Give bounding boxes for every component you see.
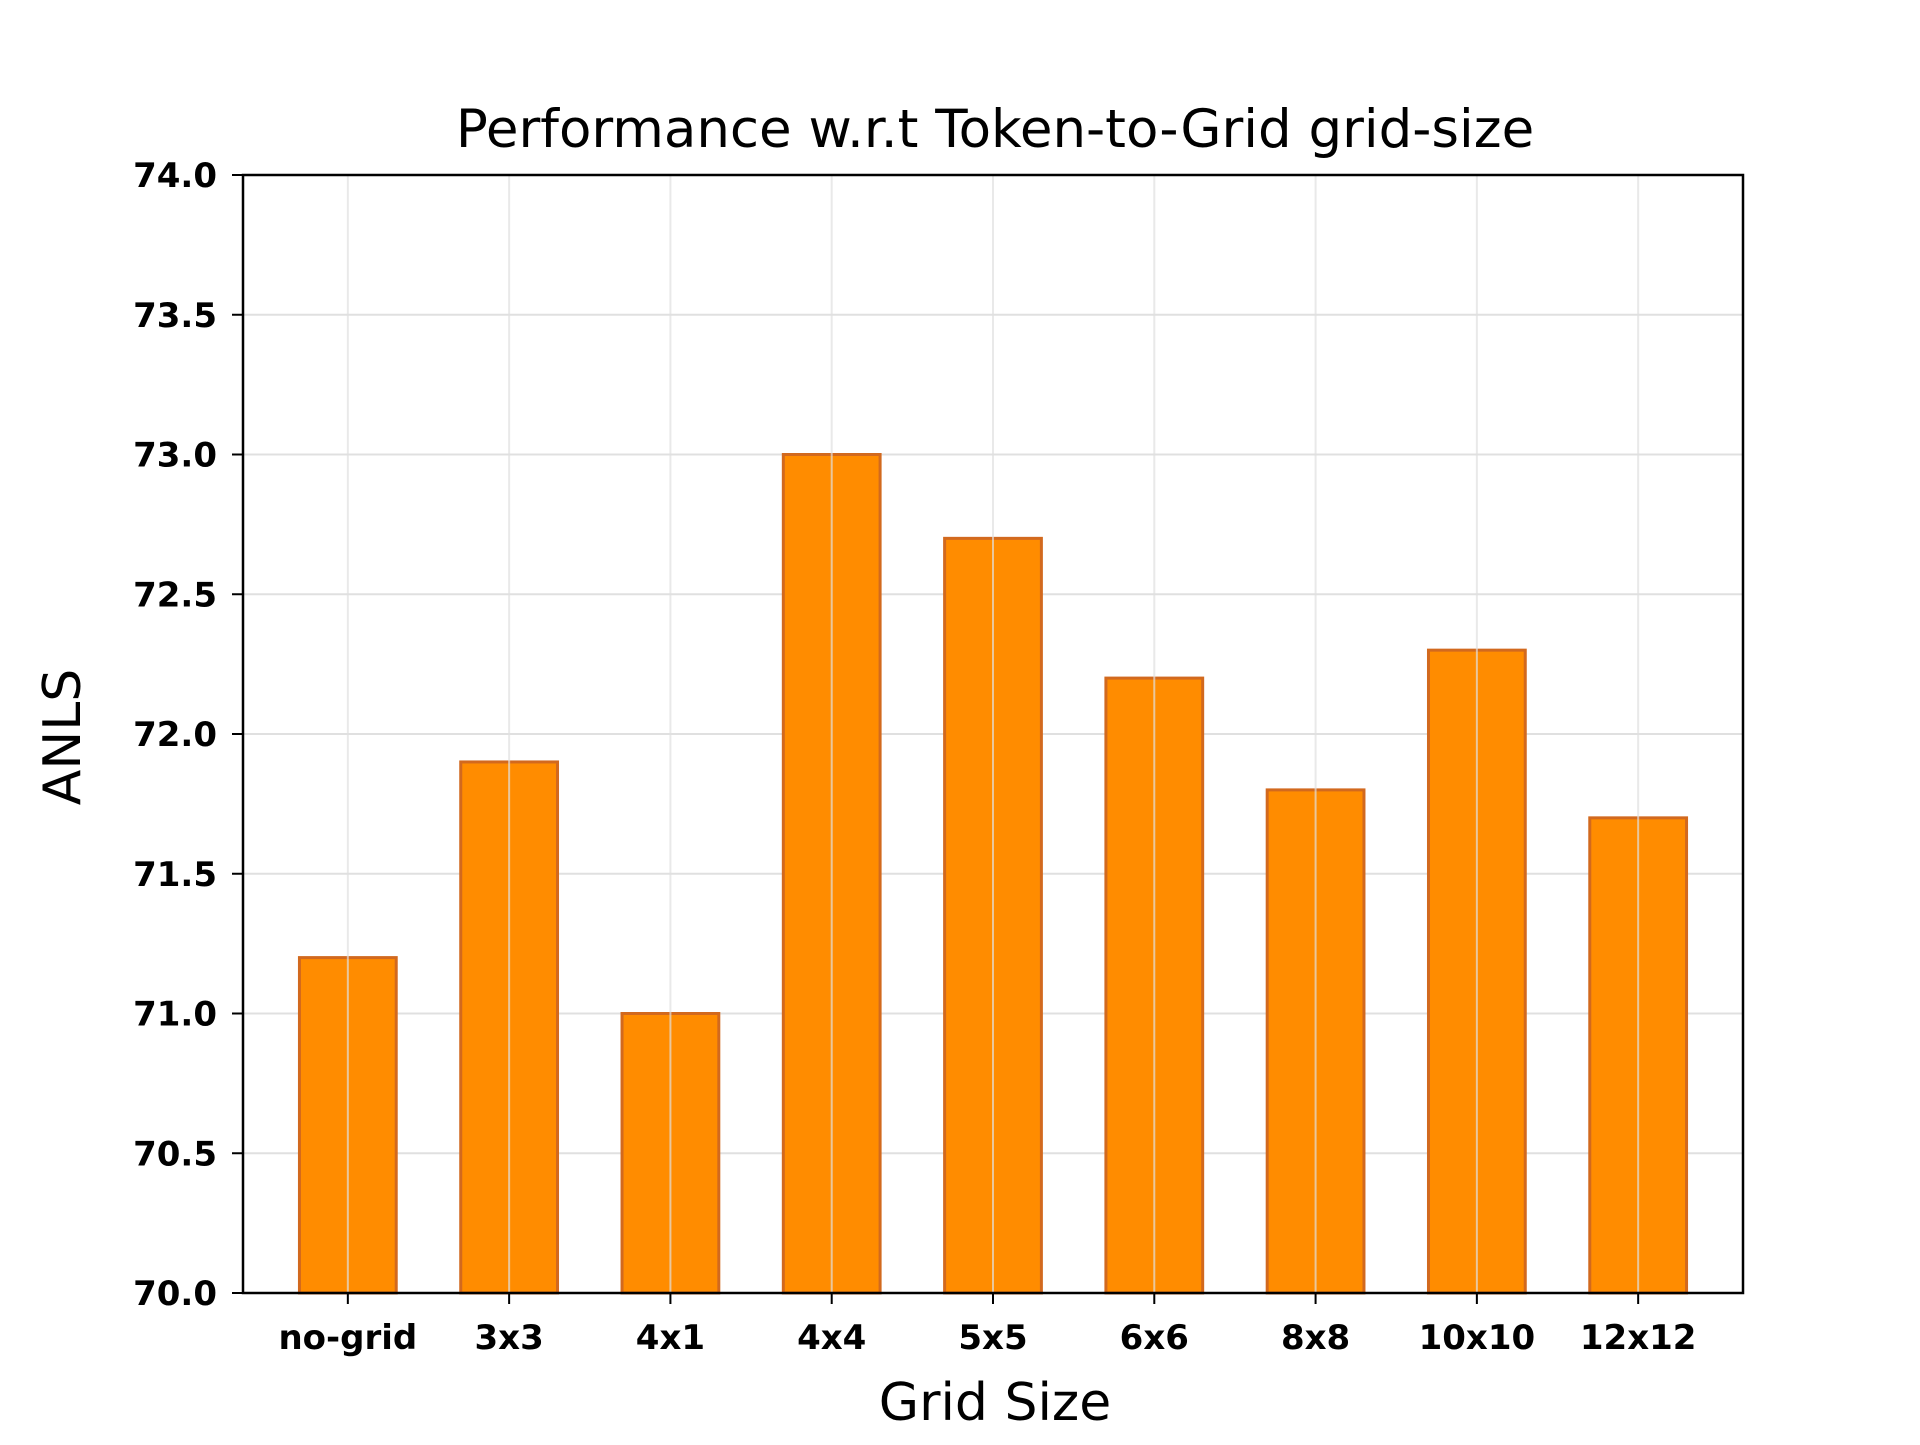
y-ticks: 70.0 70.5 71.0 71.5 72.0 72.5 73.0 73.5 74.0 (133, 156, 243, 1314)
y-tick-label: 70.5 (133, 1134, 217, 1174)
bars (297, 175, 1689, 1295)
x-ticks: no-grid 3x3 4x1 4x4 5x5 6x6 8x8 10x10 12x12 (278, 1293, 1696, 1358)
x-tick-label: no-grid (278, 1318, 417, 1358)
y-axis-title: ANLS (33, 669, 93, 805)
y-tick-label: 72.0 (133, 715, 217, 755)
x-axis-title: Grid Size (879, 1373, 1111, 1433)
y-tick-label: 71.0 (133, 995, 217, 1035)
y-tick-label: 70.0 (133, 1274, 217, 1314)
chart-title: Performance w.r.t Token-to-Grid grid-siz… (456, 99, 1534, 160)
y-tick-label: 72.5 (133, 575, 217, 615)
x-tick-label: 5x5 (958, 1318, 1027, 1358)
x-tick-label: 10x10 (1419, 1318, 1536, 1358)
y-tick-label: 74.0 (133, 156, 217, 196)
y-tick-label: 73.0 (133, 436, 217, 476)
x-tick-label: 4x1 (636, 1318, 705, 1358)
x-tick-label: 4x4 (797, 1318, 866, 1358)
x-tick-label: 12x12 (1580, 1318, 1697, 1358)
y-tick-label: 73.5 (133, 296, 217, 336)
x-tick-label: 6x6 (1120, 1318, 1189, 1358)
y-tick-label: 71.5 (133, 855, 217, 895)
x-tick-label: 8x8 (1281, 1318, 1350, 1358)
x-tick-label: 3x3 (475, 1318, 544, 1358)
